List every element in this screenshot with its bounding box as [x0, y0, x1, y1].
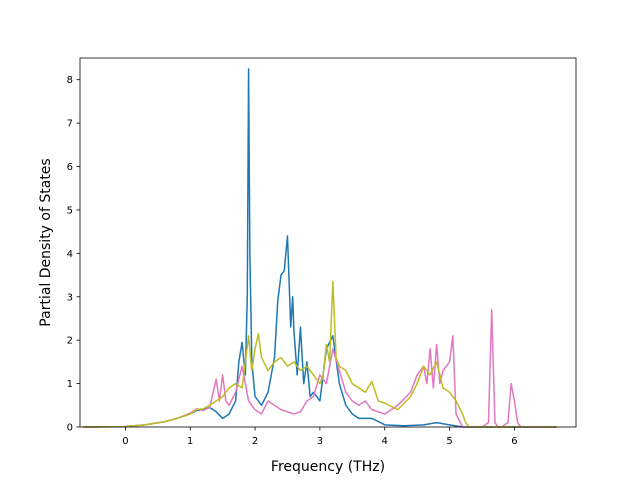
x-axis-ticks: 0 1 2 3 4 5 6: [122, 427, 518, 447]
x-tick-label: 4: [382, 436, 388, 447]
x-tick-label: 1: [187, 436, 193, 447]
y-tick-label: 6: [67, 162, 73, 173]
y-tick-label: 8: [67, 75, 73, 86]
series-line-3: [83, 280, 557, 428]
plot-lines: [83, 68, 557, 428]
series-line-2: [83, 309, 557, 428]
y-tick-label: 0: [67, 423, 73, 434]
y-tick-label: 7: [67, 119, 73, 130]
y-tick-label: 4: [67, 249, 73, 260]
x-tick-label: 6: [511, 436, 517, 447]
y-axis-title: Partial Density of States: [38, 158, 54, 326]
y-axis-ticks: 0 1 2 3 4 5 6 7 8: [67, 75, 80, 434]
x-tick-label: 2: [252, 436, 258, 447]
x-tick-label: 0: [122, 436, 128, 447]
x-tick-label: 3: [317, 436, 323, 447]
y-tick-label: 2: [67, 336, 73, 347]
x-tick-label: 5: [446, 436, 452, 447]
y-tick-label: 5: [67, 205, 73, 216]
series-line-1: [83, 68, 557, 428]
y-tick-label: 1: [67, 379, 73, 390]
x-axis-title: Frequency (THz): [271, 459, 385, 475]
y-tick-label: 3: [67, 292, 73, 303]
plot-frame: [79, 57, 577, 428]
